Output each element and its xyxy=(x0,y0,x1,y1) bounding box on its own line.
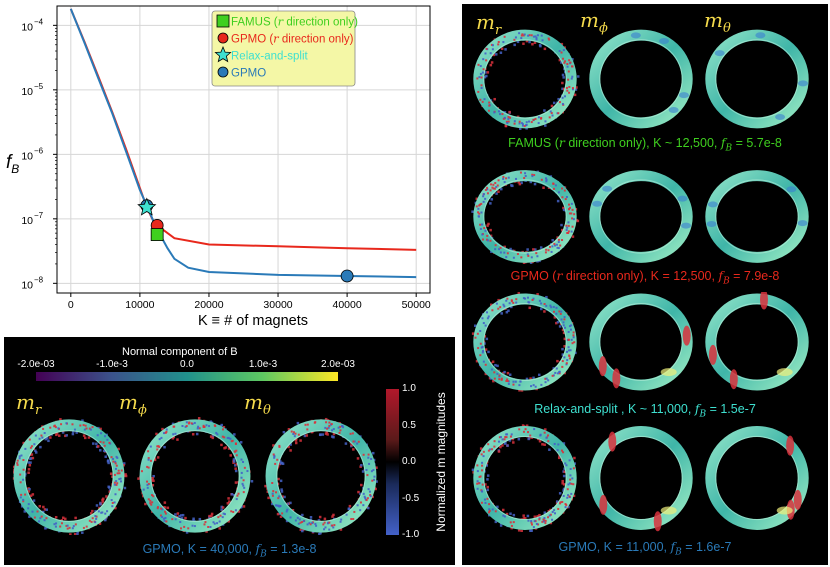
caption-gpmo-40k: GPMO, K = 40,000, fB = 1.3e-8 xyxy=(142,541,317,560)
label-m-theta: mθ xyxy=(704,8,731,36)
magnitude-colorbar-tick: -1.0 xyxy=(402,529,420,540)
normal-colorbar-tick: 0.0 xyxy=(180,359,194,370)
gpmo-40k-ring-mphi xyxy=(137,417,254,534)
marker-famus-r-direction-only- xyxy=(216,14,230,28)
gpmo-r-ring-mphi xyxy=(589,170,693,263)
marker-relax-and-split xyxy=(137,197,157,216)
magnitude-colorbar-tick: 0.0 xyxy=(402,456,416,467)
magnitude-colorbar xyxy=(386,389,399,535)
gpmo-11k-ring-mphi xyxy=(589,426,693,532)
y-axis-label-sub: B xyxy=(11,162,19,176)
y-axis-label: fB xyxy=(6,152,19,176)
y-tick-label: 10 xyxy=(21,279,33,291)
famus-ring-mtheta xyxy=(705,29,809,129)
gpmo-r-ring-mr xyxy=(471,170,580,264)
gpmo-40k-panel: Normal component of B -2.0e-03 -1.0e-3 0.0… xyxy=(4,337,455,565)
y-tick-exponent: −6 xyxy=(34,146,44,155)
magnet-visualization-panel: mr mϕ mθ FAMUS (r direction only), K ~ 1… xyxy=(462,4,828,565)
magnitude-colorbar-tick: -0.5 xyxy=(402,492,420,504)
y-tick-exponent: −5 xyxy=(34,82,44,91)
y-tick-label: 10 xyxy=(21,21,33,33)
marker-relax-and-split xyxy=(214,45,232,63)
label-40k-m-theta: mθ xyxy=(244,390,271,418)
gpmo-11k-ring-mr xyxy=(471,424,577,532)
famus-ring-mr xyxy=(473,29,580,130)
marker-gpmo-r-direction-only- xyxy=(217,32,229,44)
chart-grid xyxy=(57,6,430,293)
y-tick-exponent: −8 xyxy=(34,275,44,284)
caption-gpmo-r: GPMO (r direction only), K = 12,500, fB … xyxy=(510,268,780,287)
y-tick-label: 10 xyxy=(21,150,33,162)
normal-colorbar-title: Normal component of B xyxy=(122,346,238,358)
gpmo-40k-ring-mtheta xyxy=(264,417,378,535)
x-axis-label: K ≡ # of magnets xyxy=(198,313,308,329)
y-tick-label: 10 xyxy=(21,215,33,227)
normal-colorbar-tick: -1.0e-3 xyxy=(96,359,128,370)
famus-ring-mphi xyxy=(589,29,693,129)
marker-famus-r-direction-only- xyxy=(150,228,164,241)
y-tick-exponent: −4 xyxy=(34,17,44,26)
x-tick-label: 40000 xyxy=(333,299,362,311)
x-tick-label: 0 xyxy=(68,299,74,311)
marker-gpmo xyxy=(340,269,354,283)
chart-markers xyxy=(137,197,354,283)
legend-entry: FAMUS (r direction only) xyxy=(231,15,358,29)
marker-gpmo xyxy=(217,66,229,78)
magnitude-colorbar-label: Normalized m magnitudes xyxy=(434,392,448,532)
label-m-phi: mϕ xyxy=(580,8,608,36)
legend-box xyxy=(211,10,356,87)
gpmo-r-ring-mtheta xyxy=(705,170,809,263)
gpmo-11k-ring-mtheta xyxy=(705,426,809,530)
label-40k-m-phi: mϕ xyxy=(119,390,147,418)
legend-entry: GPMO xyxy=(231,68,266,80)
relax-ring-mtheta xyxy=(705,292,809,391)
x-tick-label: 10000 xyxy=(125,299,154,311)
y-ticks: 10−410−510−610−710−8 xyxy=(21,17,57,291)
x-tick-label: 20000 xyxy=(194,299,223,311)
magnitude-colorbar-ticks: 1.0 0.5 0.0 -0.5 -1.0 xyxy=(402,383,432,540)
legend-entry: Relax-and-split xyxy=(231,51,309,63)
y-tick-label: 10 xyxy=(21,86,33,98)
magnitude-colorbar-tick: 1.0 xyxy=(402,383,416,394)
legend-entry: GPMO (r direction only) xyxy=(231,32,354,46)
relax-ring-mr xyxy=(471,292,577,392)
relax-ring-mphi xyxy=(589,293,693,391)
convergence-chart: 0 10000 20000 30000 40000 50000 10 −410 −510 −61… xyxy=(6,5,431,329)
x-ticks: 0 10000 20000 30000 40000 50000 xyxy=(68,293,431,311)
caption-relax: Relax-and-split , K ~ 11,000, fB = 1.5e-… xyxy=(534,401,756,420)
plot-frame xyxy=(56,5,431,294)
normal-colorbar-ticks: -2.0e-03 -1.0e-3 0.0 1.0e-3 2.0e-03 xyxy=(4,359,455,371)
normal-colorbar-tick: 1.0e-3 xyxy=(248,359,278,370)
normal-colorbar xyxy=(36,372,338,381)
label-40k-m-r: mr xyxy=(16,390,42,418)
x-tick-label: 50000 xyxy=(402,299,431,311)
magnitude-colorbar-tick: 0.5 xyxy=(402,419,416,431)
normal-colorbar-tick: 2.0e-03 xyxy=(321,359,355,370)
label-m-r: mr xyxy=(476,10,502,38)
caption-gpmo-11k: GPMO, K = 11,000, fB = 1.6e-7 xyxy=(558,539,732,558)
x-tick-label: 30000 xyxy=(263,299,292,311)
normal-colorbar-tick: -2.0e-03 xyxy=(17,359,55,370)
caption-famus: FAMUS (r direction only), K ~ 12,500, fB… xyxy=(508,135,782,154)
gpmo-40k-ring-mr xyxy=(12,418,128,535)
chart-legend: FAMUS (r direction only) GPMO (r directio… xyxy=(211,10,358,87)
y-tick-exponent: −7 xyxy=(34,211,44,220)
